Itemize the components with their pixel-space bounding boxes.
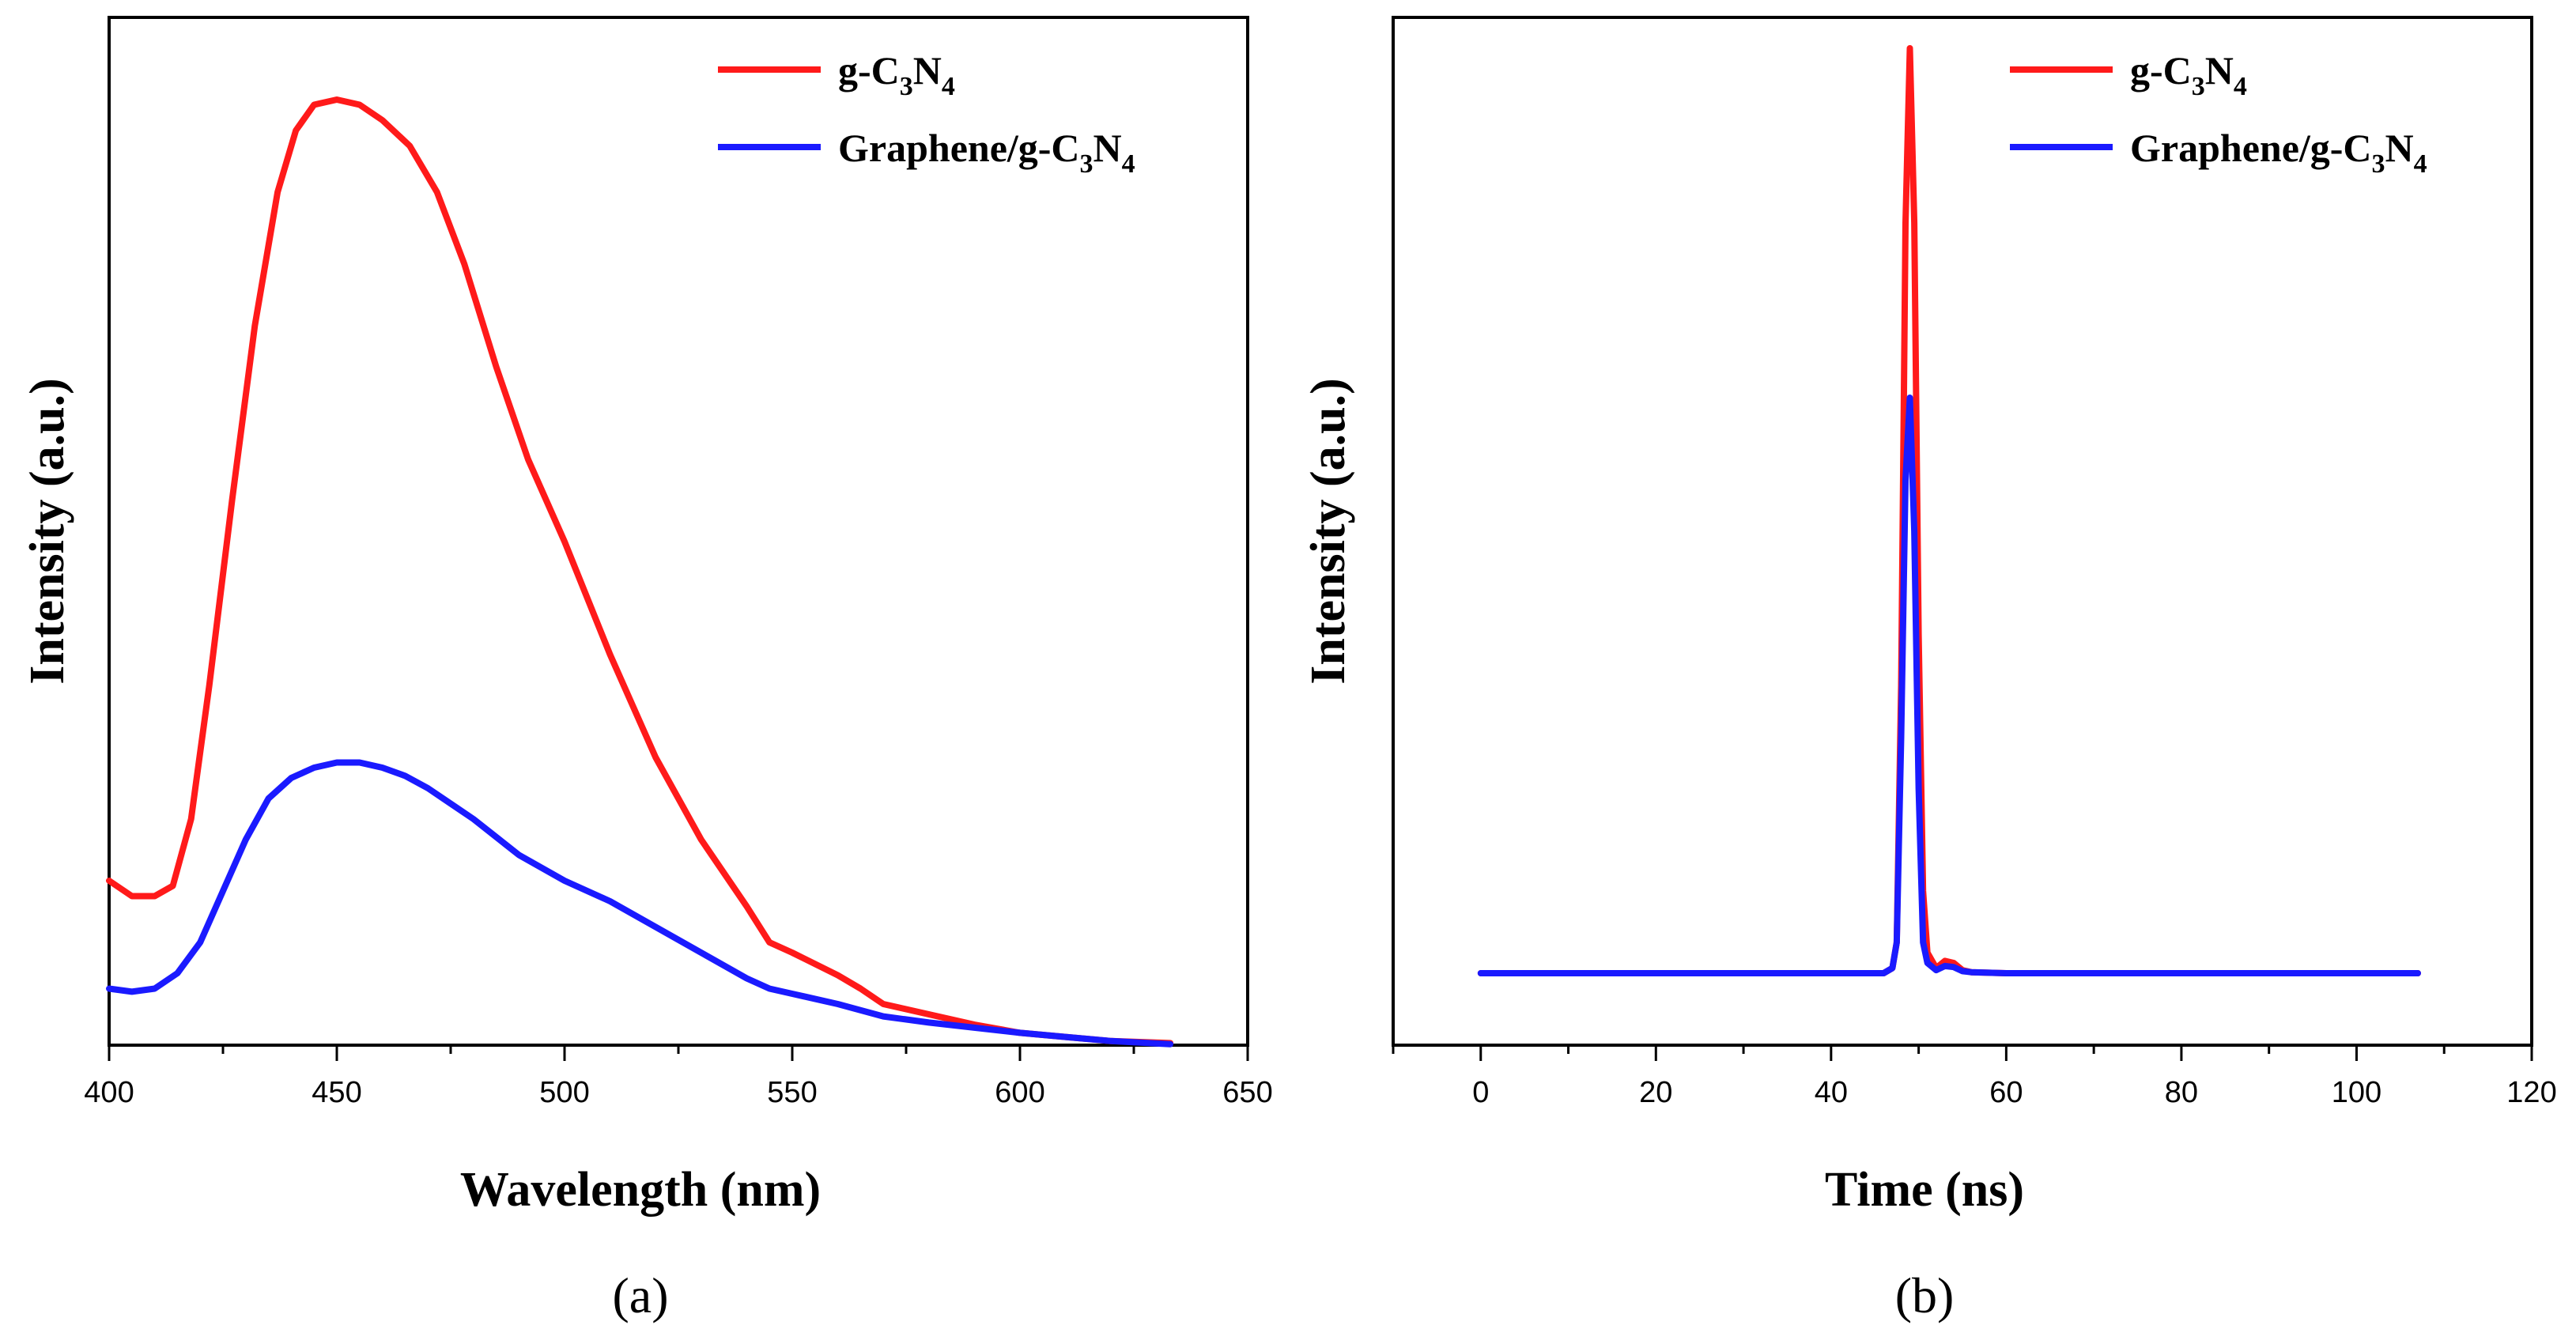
series-group-b [1477,45,2421,976]
panel-b-time-resolved: 0 20 40 60 80 100 120 g-C3N4 Graphene/g-C3N4 T… [1301,16,2557,1323]
y-axis-label-a: Intensity (a.u.) [21,378,74,685]
legend-a: g-C3N4 Graphene/g-C3N4 [718,48,1135,179]
x-tick-label-b: 0 [1472,1076,1489,1109]
legend-label-a-g-c3n4: g-C3N4 [838,48,955,101]
series-line-b-g-c3n4 [1477,45,2421,976]
legend-label-b-graphene: Graphene/g-C3N4 [2130,126,2427,179]
series-line-a-g-c3n4 [106,96,1174,1047]
legend-b: g-C3N4 Graphene/g-C3N4 [2010,48,2427,179]
x-tick-label-a: 500 [539,1076,589,1109]
x-tick-label-a: 650 [1222,1076,1272,1109]
x-tick-label-b: 80 [2165,1076,2198,1109]
series-group-a [106,96,1174,1048]
x-axis-label-a: Wavelength (nm) [460,1163,821,1217]
x-ticks-b: 0 20 40 60 80 100 120 [1392,1045,2557,1109]
x-tick-label-a: 400 [84,1076,134,1109]
series-line-a-graphene-g-c3n4 [106,759,1174,1048]
x-tick-label-a: 450 [312,1076,361,1109]
panel-label-b: (b) [1895,1267,1955,1323]
x-tick-label-b: 120 [2506,1076,2556,1109]
x-tick-label-b: 20 [1639,1076,1672,1109]
panel-label-a: (a) [612,1267,668,1323]
legend-label-b-g-c3n4: g-C3N4 [2130,48,2247,101]
panel-a-photoluminescence: 400 450 500 550 600 650 g-C3N4 Graphene/g-C3N… [21,16,1273,1323]
x-tick-label-b: 40 [1815,1076,1848,1109]
y-axis-label-b: Intensity (a.u.) [1301,378,1355,685]
plot-frame-b [1392,16,2533,1047]
legend-label-a-graphene: Graphene/g-C3N4 [838,126,1135,179]
x-ticks-a: 400 450 500 550 600 650 [84,1045,1273,1109]
x-tick-label-b: 100 [2332,1076,2381,1109]
x-tick-label-b: 60 [1989,1076,2023,1109]
x-tick-label-a: 550 [767,1076,817,1109]
series-line-b-graphene-g-c3n4 [1477,395,2421,976]
plot-frame-a [108,16,1249,1047]
x-axis-label-b: Time (ns) [1825,1163,2024,1217]
x-tick-label-a: 600 [995,1076,1044,1109]
